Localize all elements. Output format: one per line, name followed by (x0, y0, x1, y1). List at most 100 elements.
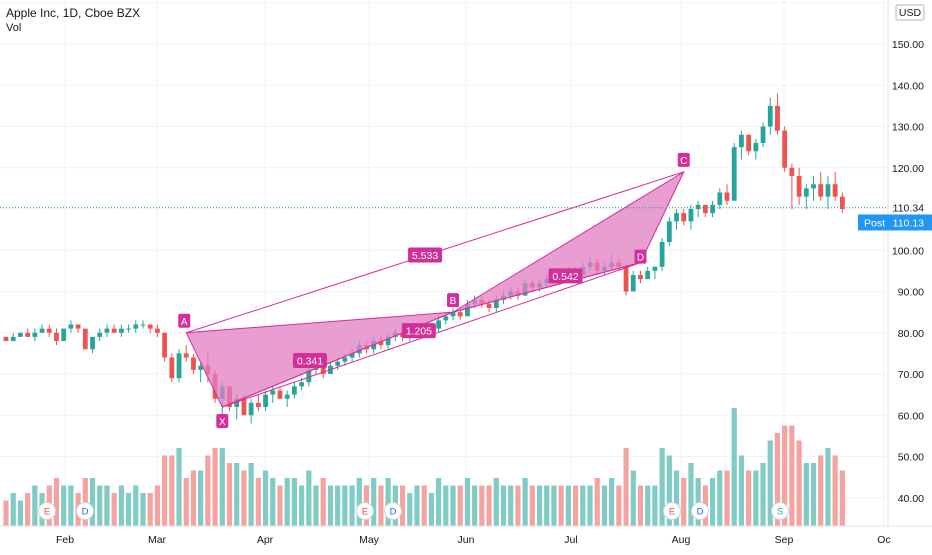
candle-body (486, 303, 492, 308)
time-tick-label: Oc (877, 534, 890, 546)
volume-bar (652, 485, 658, 526)
candle-body (306, 369, 312, 383)
volume-bar (349, 485, 355, 526)
candle-body (118, 328, 124, 333)
volume-bar (572, 485, 579, 526)
symbol-title[interactable]: Apple Inc, 1D, Cboe BZX (6, 6, 141, 20)
candle-body (623, 266, 629, 292)
price-tick-label: 60.00 (898, 410, 924, 422)
volume-bar (709, 478, 716, 526)
volume-bar (594, 478, 600, 526)
price-axis-background[interactable] (888, 0, 932, 550)
volume-indicator-label[interactable]: Vol (6, 22, 22, 34)
time-tick-label: Apr (257, 534, 274, 546)
candle-body (760, 126, 766, 143)
candle-body (630, 275, 636, 292)
volume-bar (262, 470, 269, 526)
time-axis[interactable]: Feb Mar Apr May Jun Jul Aug Sep Oc (0, 525, 932, 550)
post-price-tag[interactable] (858, 214, 932, 231)
volume-bar (464, 478, 471, 526)
volume-bar (767, 440, 773, 526)
volume-bar (839, 470, 845, 526)
candle-body (710, 204, 715, 214)
volume-bar (789, 425, 795, 526)
volume-bar (717, 470, 723, 526)
price-axis[interactable]: 150.00140.00130.00120.00110.00100.0090.0… (858, 0, 932, 550)
event-marker-earnings[interactable] (38, 502, 56, 520)
volume-bars (3, 408, 845, 526)
candle-body (811, 184, 816, 189)
volume-bar (248, 463, 254, 526)
pattern-point-badge (677, 152, 690, 167)
event-marker-split[interactable] (771, 502, 789, 520)
volume-bar (601, 485, 608, 526)
candle-body (818, 184, 824, 197)
volume-bar (666, 455, 672, 526)
volume-bar (508, 485, 514, 526)
candle-body (450, 312, 456, 317)
volume-bar (796, 440, 802, 526)
candle-body (457, 312, 463, 317)
volume-bar (219, 448, 225, 526)
candle-body (191, 357, 196, 370)
time-tick-label: Sep (775, 534, 794, 546)
volume-bar (385, 478, 391, 526)
candle-body (674, 213, 679, 222)
candle-body (292, 386, 297, 395)
currency-badge[interactable] (895, 4, 925, 21)
last-price-tag (894, 199, 932, 215)
volume-bar (558, 485, 564, 526)
price-tick-label: 150.00 (892, 39, 924, 51)
candle-body (342, 357, 348, 362)
candle-body (111, 328, 117, 333)
xabcd-pattern[interactable]: X A B C D 0.341 5.533 1.205 0.542 (178, 152, 690, 428)
pattern-point-label-d: D (637, 253, 644, 264)
candle-body (183, 353, 189, 358)
event-marker-earnings[interactable] (356, 502, 374, 520)
pattern-ratio-label: 0.542 (552, 271, 578, 283)
candle-body (775, 105, 780, 131)
candle-body (90, 336, 95, 350)
event-marker-dividend[interactable] (384, 502, 402, 520)
volume-bar (818, 455, 824, 526)
event-marker-label: E (362, 507, 368, 518)
volume-bar (414, 485, 420, 526)
volume-bar (580, 485, 586, 526)
candle-body (241, 398, 247, 416)
volume-bar (457, 485, 463, 526)
candle-body (839, 196, 845, 209)
volume-bar (371, 478, 377, 526)
event-marker-earnings[interactable] (663, 502, 681, 520)
candle-body (724, 192, 730, 201)
volume-bar (68, 485, 74, 526)
event-marker-dividend[interactable] (691, 502, 709, 520)
volume-bar (133, 485, 139, 526)
time-tick-label: Feb (56, 534, 74, 546)
last-price-label: 110.34 (893, 203, 924, 215)
volume-bar (746, 470, 752, 526)
volume-bar (291, 478, 297, 526)
pattern-ratio-label: 5.533 (412, 250, 438, 262)
candle-body (10, 336, 16, 341)
volume-bar (688, 463, 694, 526)
price-tick-label: 120.00 (892, 163, 924, 175)
event-marker-dividend[interactable] (76, 502, 94, 520)
pattern-point-label-c: C (680, 156, 687, 167)
volume-bar (630, 470, 636, 526)
volume-bar (673, 470, 680, 526)
volume-bar (342, 485, 348, 526)
pattern-ratio-badge (401, 323, 436, 339)
pattern-ratio-line (452, 262, 641, 313)
price-tick-label: 100.00 (892, 245, 924, 257)
candle-body (659, 242, 665, 267)
volume-bar (306, 470, 312, 526)
candle-body (803, 188, 809, 197)
candle-body (465, 303, 470, 317)
volume-bar (313, 485, 319, 526)
candle-body (796, 176, 802, 197)
time-axis-background[interactable] (0, 526, 932, 550)
candle-body (54, 332, 59, 341)
